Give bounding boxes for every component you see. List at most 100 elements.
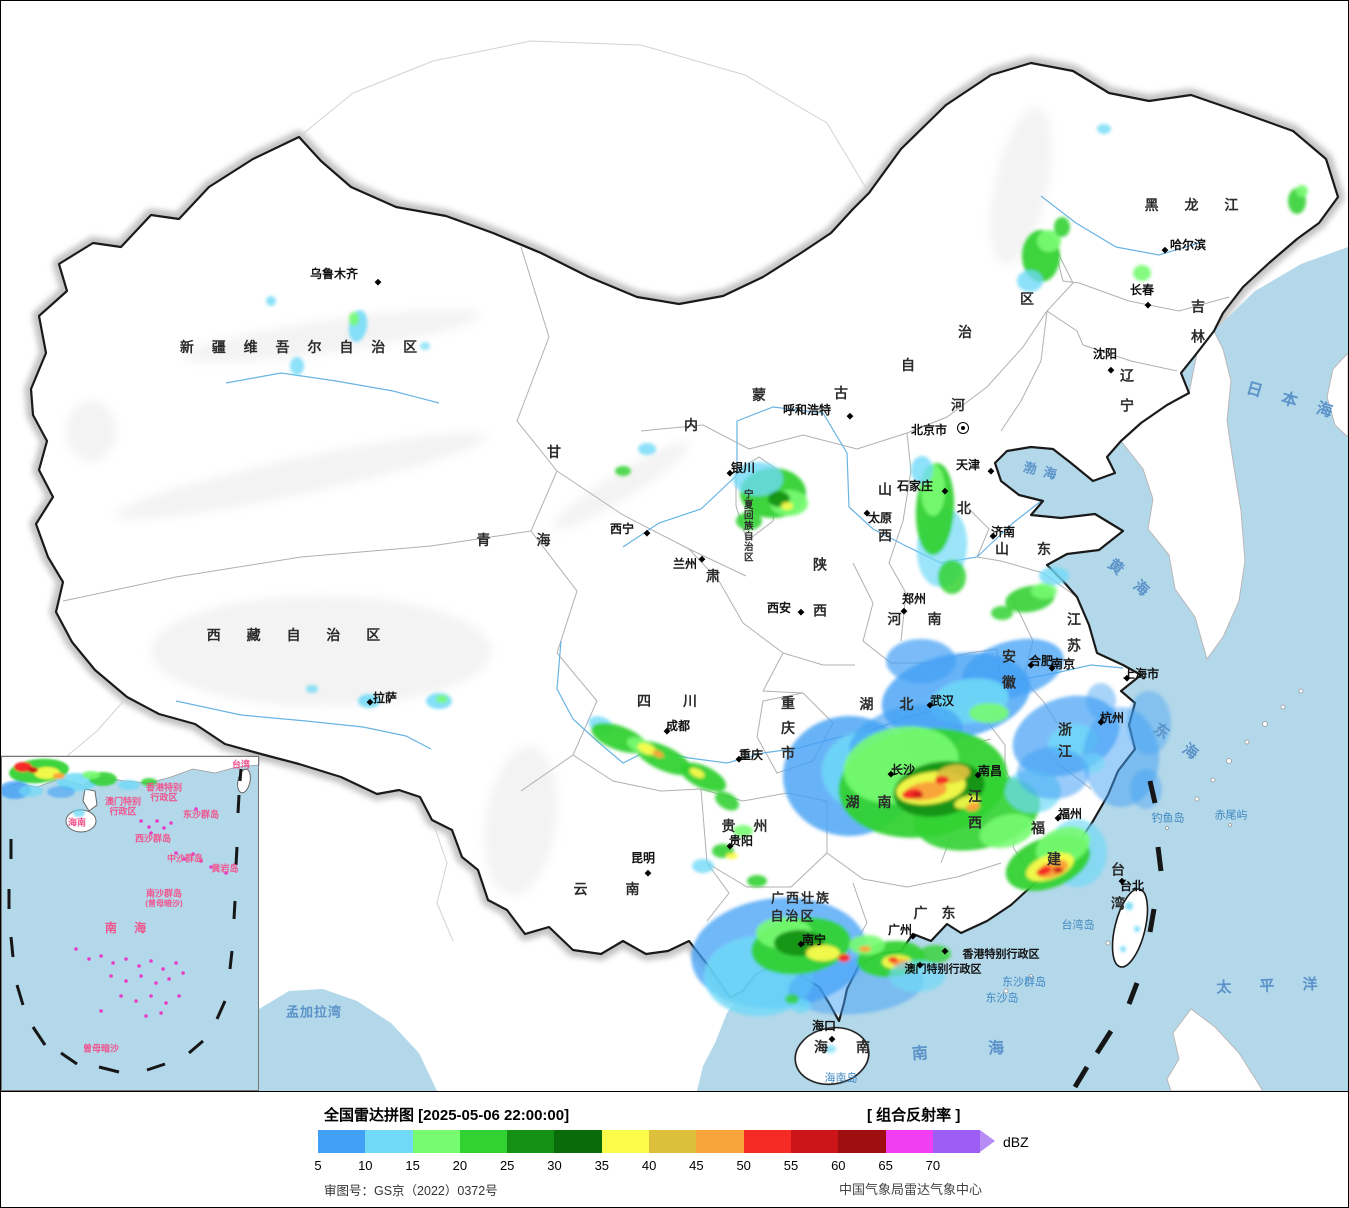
radar-echo — [1017, 747, 1089, 799]
city-marker: ◆ — [1161, 244, 1169, 255]
province-label: 江 苏 — [1066, 612, 1082, 656]
city-marker: ◆ — [900, 605, 908, 616]
legend-value: 60 — [831, 1158, 846, 1173]
radar-echo — [849, 935, 885, 955]
city-label: 上海市 — [1122, 667, 1160, 681]
province-label: 海 南 — [814, 1039, 882, 1055]
legend-color-cell — [459, 1130, 508, 1153]
radar-echo — [637, 743, 657, 755]
radar-echo — [1296, 185, 1308, 197]
japan-coast-sliver — [1326, 352, 1348, 438]
city-marker: ◆ — [1144, 299, 1152, 310]
legend-arrow — [980, 1130, 996, 1152]
legend-color-cell — [649, 1130, 697, 1153]
sea-label: 太 平 洋 — [1216, 975, 1330, 997]
foreign-land-layer — [1003, 330, 1348, 1091]
radar-echo — [938, 560, 966, 594]
radar-echo — [1120, 946, 1126, 952]
radar-echo — [118, 780, 140, 790]
province-label: 湖 南 — [845, 794, 899, 810]
radar-echo — [1125, 902, 1133, 910]
island-label: 海南岛 — [824, 1072, 858, 1085]
city-label: 海口 — [811, 1019, 837, 1033]
city-marker: ◆ — [644, 867, 652, 878]
city-label: 太原 — [867, 511, 893, 525]
radar-echo — [889, 960, 945, 992]
city-label: 沈阳 — [1092, 347, 1118, 361]
province-label: 陕 西 — [812, 557, 828, 631]
city-label: 福州 — [1057, 807, 1083, 821]
radar-echo — [1031, 583, 1057, 599]
sea-label: 黄 海 — [1104, 555, 1158, 605]
city-label: 石家庄 — [896, 479, 934, 493]
radar-echo — [82, 771, 100, 779]
source-credit: 中国气象局雷达气象中心 — [839, 1182, 983, 1197]
city-marker: ◆ — [1054, 812, 1062, 823]
province-label: 黑 龙 江 — [1144, 197, 1250, 213]
inset-label: 中沙群岛 — [166, 853, 204, 864]
legend-value: 50 — [736, 1158, 751, 1173]
city-marker: ◆ — [828, 1033, 836, 1044]
province-label: 云 南 — [573, 881, 657, 897]
city-marker: ◆ — [366, 696, 374, 707]
city-label: 乌鲁木齐 — [309, 267, 359, 281]
city-marker: ◆ — [1123, 672, 1131, 683]
legend-color-cell — [554, 1130, 602, 1153]
province-label: 新 疆 维 吾 尔 自 治 区 — [179, 339, 425, 355]
legend-value: 25 — [499, 1158, 515, 1173]
city-label: 南京 — [1050, 657, 1076, 671]
inset-island-dots — [74, 807, 228, 1018]
city-marker: ◆ — [926, 699, 934, 710]
legend-value: 70 — [925, 1158, 941, 1173]
city-marker: ◆ — [735, 753, 743, 764]
province-label: 四 川 — [637, 693, 711, 709]
city-label: 郑州 — [901, 592, 927, 606]
province-label: 宁夏回族自治区 — [741, 489, 753, 563]
radar-echo — [747, 875, 767, 887]
radar-echo — [349, 312, 359, 326]
city-marker: ◆ — [1048, 662, 1056, 673]
province-label: 浙 江 — [1057, 722, 1073, 760]
legend-value: 40 — [641, 1158, 657, 1173]
city-marker: ◆ — [1097, 716, 1105, 727]
city-label: 香港特别行政区 — [962, 948, 1040, 961]
province-label: 广西壮族 — [770, 890, 832, 906]
city-marker: ◆ — [1107, 364, 1115, 375]
city-marker: ◆ — [726, 467, 734, 478]
city-label: 呼和浩特 — [782, 403, 832, 417]
city-label: 南宁 — [801, 933, 827, 947]
legend-color-cell — [885, 1130, 933, 1153]
radar-echo — [911, 456, 933, 484]
inset-frame — [1, 756, 259, 1091]
radar-echo — [966, 802, 980, 812]
radar-echo — [266, 296, 276, 306]
city-label: 北京市 — [910, 423, 948, 437]
province-label: 肃 — [706, 568, 720, 584]
city-label: 成都 — [665, 719, 691, 733]
province-label: 贵 州 — [721, 818, 775, 834]
radar-echo — [935, 776, 949, 784]
map-canvas — [1, 40, 1348, 1091]
city-label: 西宁 — [609, 522, 635, 536]
legend-color-cell — [838, 1130, 886, 1153]
legend-color-cell — [412, 1130, 460, 1153]
city-label: 杭州 — [1099, 711, 1125, 725]
capital-marker — [957, 422, 969, 434]
city-marker: ◆ — [643, 527, 651, 538]
radar-echo — [824, 1045, 836, 1053]
province-label: 治 — [958, 324, 972, 340]
island-label: 赤尾屿 — [1214, 809, 1248, 822]
city-label: 天津 — [955, 458, 981, 472]
province-label: 山 东 — [995, 541, 1063, 557]
province-label: 辽 宁 — [1119, 368, 1135, 418]
radar-echo — [436, 695, 448, 703]
city-label: 合肥 — [1028, 654, 1054, 668]
legend-value: 20 — [452, 1158, 468, 1173]
province-label: 蒙 — [752, 387, 766, 403]
radar-echo — [1053, 867, 1063, 873]
inset-radar-echo-layer — [1, 758, 157, 817]
city-marker: ◆ — [909, 930, 917, 941]
legend-color-cell — [318, 1130, 366, 1153]
city-marker: ◆ — [846, 410, 854, 421]
radar-echo — [806, 945, 840, 961]
